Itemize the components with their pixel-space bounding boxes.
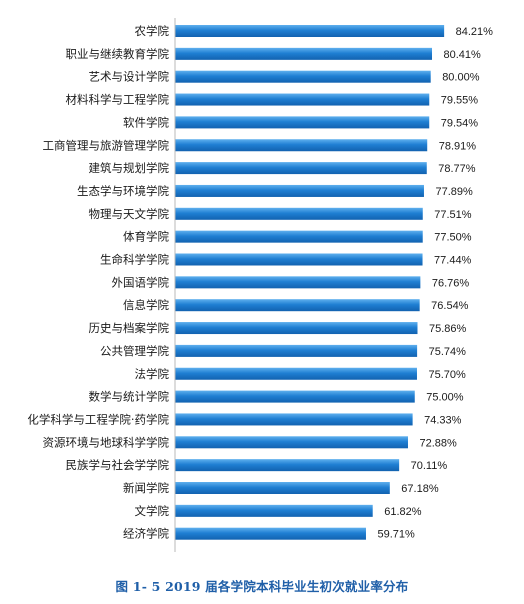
value-label: 61.82% — [384, 506, 422, 518]
value-label: 76.76% — [432, 277, 470, 289]
bar — [175, 139, 428, 152]
category-label: 职业与继续教育学院 — [66, 47, 170, 61]
figure-caption: 图 1- 5 2019 届各学院本科毕业生初次就业率分布 — [115, 579, 409, 594]
value-label: 80.41% — [444, 49, 482, 61]
category-label: 文学院 — [135, 504, 170, 518]
category-label: 生命科学学院 — [100, 253, 169, 267]
bar — [175, 344, 418, 357]
category-label: 新闻学院 — [123, 481, 169, 495]
bars-layer: 农学院 84.21% 职业与继续教育学院 80.41% 艺术与设计学院 80.00% 材料科… — [27, 24, 493, 541]
value-label: 75.74% — [429, 346, 467, 358]
value-label: 74.33% — [424, 414, 462, 426]
value-label: 79.54% — [441, 117, 479, 129]
bar — [175, 25, 445, 37]
bar — [175, 93, 430, 106]
category-label: 公共管理学院 — [100, 344, 169, 358]
category-label: 民族学与社会学学院 — [66, 458, 170, 472]
value-label: 72.88% — [419, 437, 457, 449]
bar — [175, 504, 373, 517]
category-label: 材料科学与工程学院 — [66, 93, 170, 107]
bar — [175, 253, 423, 266]
bar — [175, 482, 390, 494]
bar — [175, 390, 415, 403]
value-label: 78.91% — [439, 140, 477, 152]
category-label: 工商管理与旅游管理学院 — [43, 138, 170, 152]
bar — [175, 276, 421, 289]
bar — [175, 207, 423, 220]
value-label: 67.18% — [401, 483, 439, 495]
category-label: 数学与统计学院 — [89, 390, 170, 404]
category-label: 农学院 — [135, 24, 170, 38]
category-label: 历史与档案学院 — [89, 321, 170, 335]
value-label: 79.55% — [441, 95, 479, 107]
category-label: 体育学院 — [123, 230, 169, 244]
value-label: 76.54% — [431, 300, 469, 312]
category-label: 法学院 — [135, 367, 170, 381]
value-label: 75.00% — [426, 392, 464, 404]
bar — [175, 459, 400, 472]
bar — [175, 436, 408, 449]
bar — [175, 47, 433, 60]
bar — [175, 162, 427, 175]
bar — [175, 367, 417, 380]
value-label: 77.51% — [434, 209, 472, 221]
value-label: 77.44% — [434, 255, 472, 267]
value-label: 70.11% — [411, 460, 448, 472]
value-label: 75.86% — [429, 323, 467, 335]
category-label: 信息学院 — [123, 298, 169, 312]
value-label: 80.00% — [442, 72, 480, 84]
category-label: 化学科学与工程学院·药学院 — [27, 412, 169, 426]
category-label: 资源环境与地球科学学院 — [43, 435, 170, 449]
value-label: 59.71% — [377, 529, 415, 541]
value-label: 77.89% — [435, 186, 473, 198]
bar — [175, 116, 430, 129]
bar — [175, 413, 413, 426]
category-label: 生态学与环境学院 — [77, 184, 169, 198]
bar — [175, 70, 431, 83]
value-label: 84.21% — [456, 26, 494, 38]
category-label: 软件学院 — [123, 115, 169, 129]
category-label: 经济学院 — [123, 527, 169, 541]
bar — [175, 230, 423, 243]
value-label: 75.70% — [428, 369, 466, 381]
value-label: 78.77% — [438, 163, 476, 175]
bar — [175, 322, 418, 335]
bar — [175, 184, 424, 197]
value-label: 77.50% — [434, 232, 472, 244]
category-label: 外国语学院 — [112, 275, 170, 289]
category-label: 物理与天文学院 — [89, 207, 170, 221]
bar — [175, 299, 420, 312]
category-label: 艺术与设计学院 — [89, 70, 170, 84]
category-label: 建筑与规划学院 — [89, 161, 170, 175]
bar — [175, 527, 366, 540]
